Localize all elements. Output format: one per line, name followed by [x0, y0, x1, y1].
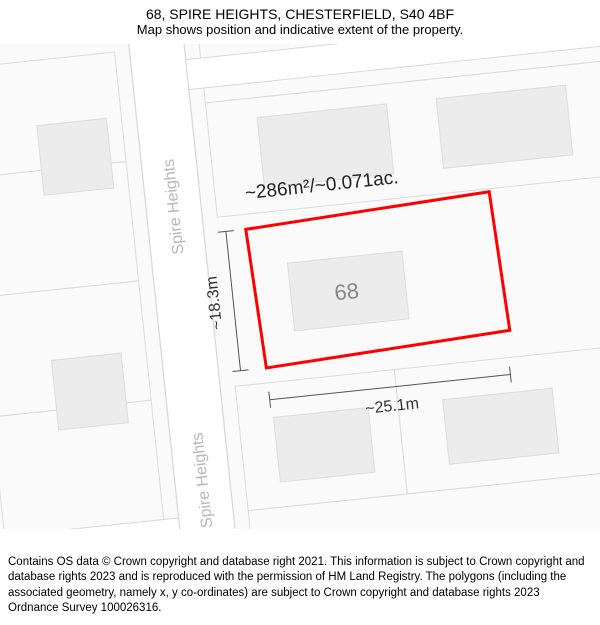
header: 68, SPIRE HEIGHTS, CHESTERFIELD, S40 4BF… [0, 0, 600, 41]
dim-width-label: ~25.1m [364, 395, 419, 418]
buildings-left [27, 118, 138, 430]
property-number: 68 [333, 278, 360, 305]
map-rotated-group: 68 ~286m²/~0.071ac. ~25.1m ~18.3m Spire … [0, 44, 600, 529]
page-title: 68, SPIRE HEIGHTS, CHESTERFIELD, S40 4BF [10, 6, 590, 22]
map-viewport: 68 ~286m²/~0.071ac. ~25.1m ~18.3m Spire … [0, 44, 600, 529]
footer-attribution: Contains OS data © Crown copyright and d… [0, 549, 600, 625]
map-svg: 68 ~286m²/~0.071ac. ~25.1m ~18.3m Spire … [0, 44, 600, 529]
road-main [124, 44, 244, 529]
page-subtitle: Map shows position and indicative extent… [10, 22, 590, 37]
road-branch-bottom [0, 518, 182, 529]
